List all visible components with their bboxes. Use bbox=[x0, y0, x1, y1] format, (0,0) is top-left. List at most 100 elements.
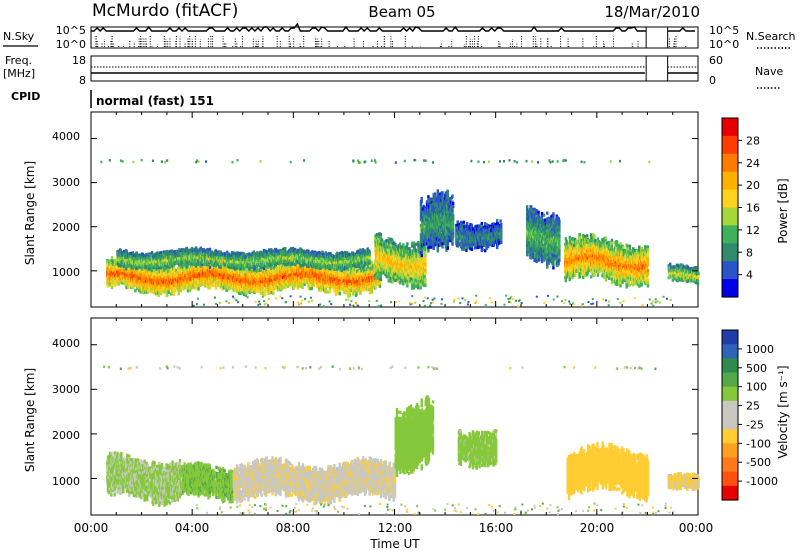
data-cell bbox=[370, 260, 374, 264]
data-cell bbox=[254, 274, 257, 278]
data-cell bbox=[334, 292, 338, 296]
data-cell bbox=[136, 269, 140, 273]
data-cell bbox=[286, 262, 290, 266]
data-cell bbox=[332, 286, 335, 290]
data-cell bbox=[302, 275, 305, 279]
data-cell bbox=[282, 273, 285, 277]
data-cell bbox=[140, 280, 143, 284]
data-cell bbox=[372, 264, 375, 268]
data-cell bbox=[304, 271, 308, 276]
data-cell bbox=[119, 280, 122, 284]
data-cell bbox=[256, 285, 259, 289]
data-cell bbox=[148, 271, 152, 276]
data-cell bbox=[192, 276, 195, 281]
data-cell bbox=[178, 289, 181, 293]
data-cell bbox=[152, 268, 155, 272]
data-cell bbox=[334, 275, 337, 279]
data-cell bbox=[280, 287, 284, 291]
data-cell bbox=[326, 290, 330, 294]
data-cell bbox=[308, 281, 311, 285]
data-cell bbox=[222, 276, 225, 280]
data-cell bbox=[323, 274, 326, 278]
data-cell bbox=[299, 278, 302, 282]
nsky-label: N.Sky bbox=[3, 30, 35, 43]
data-cell bbox=[187, 274, 190, 278]
data-cell bbox=[250, 290, 254, 294]
data-cell bbox=[368, 291, 372, 295]
data-cell bbox=[106, 284, 110, 288]
beam-title: Beam 05 bbox=[368, 3, 435, 21]
data-cell bbox=[292, 271, 295, 275]
data-cell bbox=[250, 280, 253, 284]
data-cell bbox=[316, 282, 319, 286]
data-cell bbox=[182, 287, 185, 291]
data-cell bbox=[169, 277, 172, 281]
data-cell bbox=[192, 267, 195, 272]
data-cell bbox=[362, 281, 366, 285]
data-cell bbox=[316, 273, 320, 278]
nsky-tick-bottom: 10^0 bbox=[56, 38, 86, 51]
data-cell bbox=[212, 267, 216, 271]
data-cell bbox=[272, 289, 275, 293]
data-cell bbox=[133, 277, 136, 281]
data-cell bbox=[352, 274, 355, 278]
data-cell bbox=[207, 286, 210, 290]
data-cell bbox=[372, 271, 376, 275]
data-cell bbox=[166, 266, 169, 270]
data-cell bbox=[265, 268, 268, 272]
data-cell bbox=[352, 280, 356, 285]
cpid-value: normal (fast) 151 bbox=[96, 94, 214, 108]
data-cell bbox=[254, 286, 257, 290]
data-cell bbox=[354, 266, 358, 270]
data-cell bbox=[229, 286, 232, 290]
data-cell bbox=[239, 291, 242, 296]
data-cell bbox=[264, 293, 267, 297]
data-cell bbox=[216, 277, 219, 281]
data-cell bbox=[158, 266, 161, 270]
data-cell bbox=[222, 274, 226, 278]
data-cell bbox=[155, 292, 158, 296]
data-cell bbox=[150, 269, 154, 273]
data-cell bbox=[276, 288, 280, 292]
data-cell bbox=[272, 265, 275, 269]
data-cell bbox=[308, 284, 311, 288]
data-cell bbox=[347, 294, 350, 298]
data-cell bbox=[117, 273, 120, 277]
data-cell bbox=[167, 290, 170, 294]
data-cell bbox=[125, 283, 128, 287]
data-cell bbox=[179, 279, 182, 283]
data-cell bbox=[288, 283, 291, 287]
data-cell bbox=[262, 288, 266, 293]
data-cell bbox=[114, 279, 117, 284]
data-cell bbox=[116, 271, 120, 275]
data-cell bbox=[288, 280, 291, 284]
data-cell bbox=[166, 293, 169, 297]
data-cell bbox=[339, 281, 342, 285]
freq-tick-top: 18 bbox=[72, 54, 86, 67]
data-cell bbox=[241, 291, 244, 295]
data-cell bbox=[344, 270, 348, 274]
data-cell bbox=[258, 289, 261, 294]
data-cell bbox=[207, 283, 210, 287]
data-cell bbox=[236, 278, 239, 282]
data-cell bbox=[158, 287, 161, 291]
data-cell bbox=[179, 288, 182, 292]
data-cell bbox=[368, 264, 372, 268]
data-cell bbox=[352, 292, 355, 296]
data-cell bbox=[356, 289, 360, 293]
data-cell bbox=[338, 273, 341, 277]
freq-gap bbox=[645, 55, 669, 82]
data-cell bbox=[181, 266, 184, 270]
data-cell bbox=[187, 277, 190, 281]
data-cell bbox=[362, 287, 366, 291]
nsky-gap bbox=[645, 26, 669, 49]
data-cell bbox=[262, 292, 265, 296]
data-cell bbox=[178, 283, 182, 287]
data-cell bbox=[346, 287, 349, 291]
data-cell bbox=[349, 289, 352, 293]
data-cell bbox=[360, 284, 364, 288]
data-cell bbox=[208, 265, 212, 269]
data-cell bbox=[184, 265, 187, 269]
data-cell bbox=[160, 291, 163, 296]
